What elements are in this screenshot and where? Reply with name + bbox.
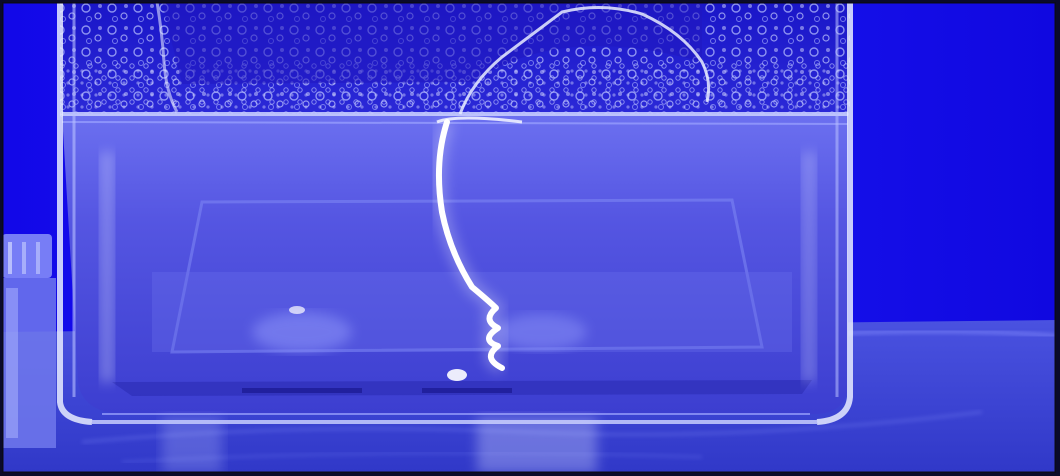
worm: [155, 2, 711, 375]
tank-water: [61, 112, 849, 414]
tank-glass: [57, 2, 853, 473]
vial: [2, 234, 56, 448]
tank-air-space: [60, 2, 850, 120]
